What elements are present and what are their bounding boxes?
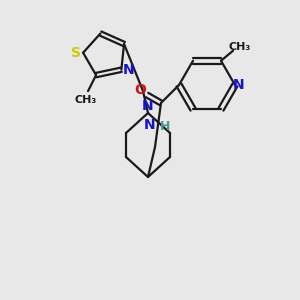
Text: N: N [233,78,245,92]
Text: N: N [142,99,154,113]
Text: O: O [134,83,146,97]
Text: H: H [160,119,170,133]
Text: N: N [144,118,156,132]
Text: S: S [71,46,81,60]
Text: CH₃: CH₃ [75,95,97,105]
Text: CH₃: CH₃ [229,42,251,52]
Text: N: N [122,63,134,77]
